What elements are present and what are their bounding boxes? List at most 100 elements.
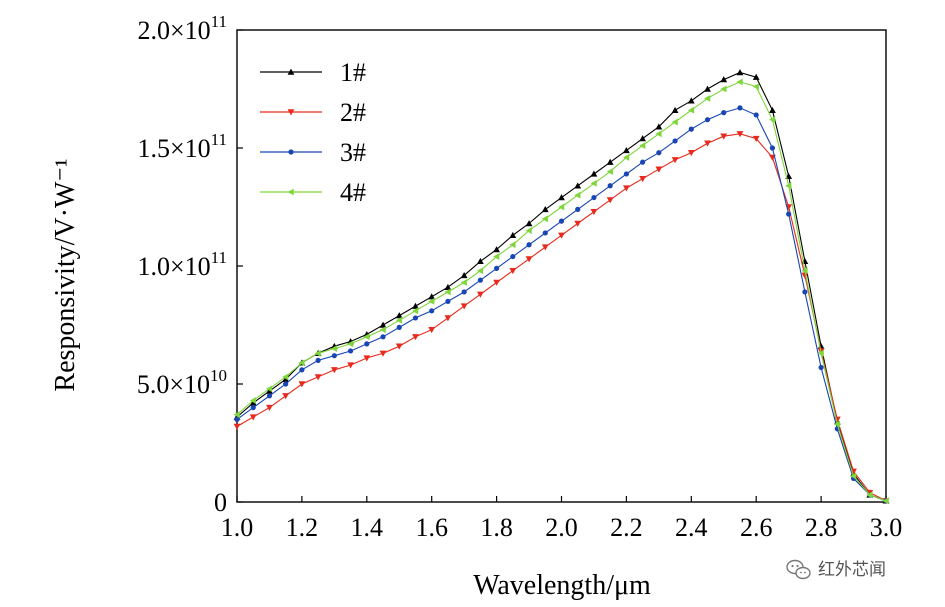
data-point [704,85,711,92]
data-point [769,145,776,151]
data-point [574,220,582,227]
data-point [541,205,549,213]
data-point [476,267,484,275]
y-tick-label: 1.0×1011 [137,248,227,281]
series-line-3 [236,107,887,502]
data-point [347,362,354,369]
legend-label: 1# [340,58,366,87]
x-axis-ticks: 1.0 1.2 1.4 1.6 1.8 2.0 2.2 2.4 2.6 2.8 3.0 [221,496,902,542]
data-point [882,497,889,505]
data-point [785,182,792,190]
data-point [461,289,467,295]
data-point [590,170,598,177]
data-point [606,158,614,165]
y-tick-label: 2.0×1011 [137,12,227,45]
data-point [282,393,290,400]
data-point [412,315,419,321]
data-point [493,279,500,286]
data-point [493,253,500,260]
data-point [769,116,776,124]
x-tick-label: 2.4 [675,513,708,542]
data-point [379,321,387,328]
data-point [330,345,338,352]
data-point [429,308,435,314]
data-point [607,183,613,189]
data-point [460,279,467,286]
x-tick-label: 2.6 [740,513,773,542]
x-tick-label: 2.0 [545,513,578,542]
data-point [314,349,321,357]
x-tick-label: 2.8 [805,513,838,542]
data-point [347,340,354,348]
data-point [525,220,533,227]
y-tick-mantissa: 2.0×10 [137,16,210,45]
x-tick-label: 1.8 [480,513,513,542]
data-point [525,256,533,263]
data-point [249,399,257,406]
data-point [639,175,647,183]
data-point [509,268,517,275]
x-tick-label: 1.4 [351,513,384,542]
series-line-4 [236,81,887,502]
data-point [687,106,695,114]
data-point [558,194,565,201]
data-point [363,355,371,362]
data-point [330,367,338,374]
data-point [606,197,614,204]
data-point [494,265,500,271]
legend-marker [287,68,295,75]
data-point [412,307,419,315]
data-point [542,230,548,236]
x-tick-label: 2.2 [610,513,643,542]
data-point [655,166,663,173]
y-tick-exponent: 11 [211,248,227,267]
data-point [510,253,516,260]
data-point [509,241,516,249]
data-point [704,117,711,123]
data-point [639,135,647,142]
x-tick-label: 1.6 [415,513,448,542]
data-point [476,291,484,298]
y-tick-label: 0 [214,488,227,517]
data-point [736,69,744,76]
data-point [444,283,452,290]
data-point [282,375,290,382]
data-point [233,423,241,430]
data-point [574,191,581,199]
data-point [234,416,240,422]
data-point [558,218,565,224]
data-point [606,168,613,175]
data-point [736,78,743,86]
y-tick-label: 5.0×1010 [137,366,227,399]
data-point [283,381,289,387]
data-point [395,343,403,350]
data-point [380,334,386,340]
data-point [249,414,257,421]
x-tick-label: 1.2 [286,513,319,542]
data-point [704,95,711,102]
data-point [477,277,483,283]
data-point [298,381,306,388]
data-point [752,135,760,142]
data-point [672,138,678,144]
y-axis-title: Responsivity/V·W⁻¹ [50,158,81,391]
data-point [640,159,646,165]
data-point [444,288,451,296]
series-line-1 [236,71,887,502]
data-point [801,267,808,275]
data-point [266,387,273,394]
data-point [688,126,694,132]
legend: 1# 2# 3# 4# [260,58,366,207]
data-point [721,110,727,116]
data-point [282,373,289,381]
x-axis-title: Wavelength/μm [473,570,651,601]
data-point [671,106,679,113]
data-point [541,244,549,251]
y-tick-exponent: 11 [211,130,227,149]
data-point [379,350,387,357]
series-line-2 [236,133,887,502]
data-point [412,302,419,309]
data-point [266,404,273,411]
data-point [736,131,744,138]
